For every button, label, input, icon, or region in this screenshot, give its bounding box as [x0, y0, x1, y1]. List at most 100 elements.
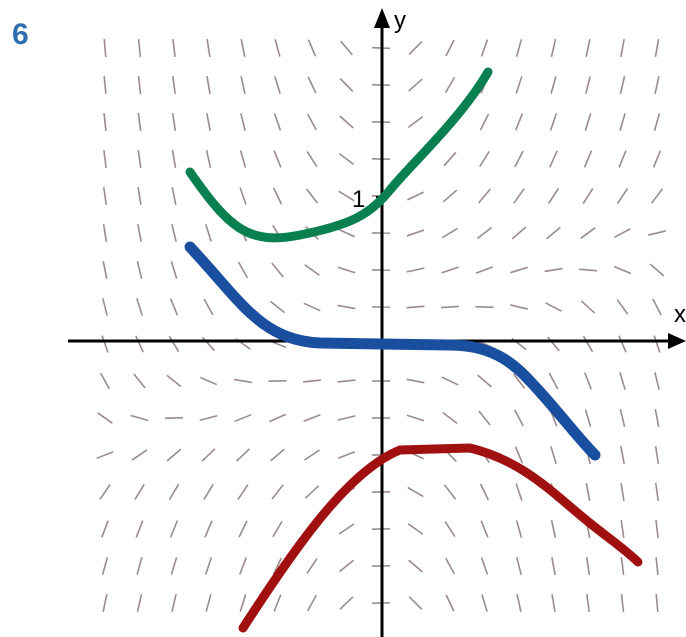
slope-segment: [445, 594, 455, 612]
slope-segment: [303, 413, 321, 423]
slope-segment: [614, 228, 631, 238]
slope-segment: [272, 557, 283, 575]
slope-segment: [479, 483, 490, 501]
slope-segment: [305, 188, 319, 204]
slope-segment: [547, 336, 560, 352]
slope-segment: [268, 413, 287, 423]
slope-segment: [551, 593, 556, 613]
slope-segment: [206, 38, 211, 58]
slope-segment: [578, 268, 598, 272]
slope-segment: [273, 113, 282, 131]
slope-segment: [480, 520, 489, 538]
slope-segment: [512, 373, 526, 389]
slope-segment: [580, 227, 596, 239]
slope-segment: [136, 224, 143, 242]
slope-segment: [137, 75, 142, 95]
slope-segment: [649, 263, 665, 277]
slope-segment: [406, 229, 425, 237]
slope-segment: [620, 446, 625, 464]
slope-segment: [97, 412, 113, 424]
slope-segment: [620, 593, 625, 613]
slope-segment: [548, 372, 559, 390]
slope-segment: [206, 113, 211, 131]
slope-segment: [549, 113, 558, 131]
slope-segment: [619, 409, 626, 427]
slope-segment: [408, 41, 423, 55]
slope-segment: [586, 593, 590, 613]
slope-segment: [442, 189, 458, 203]
slope-segment: [616, 299, 629, 315]
slope-segment: [134, 483, 145, 501]
slope-segment: [407, 523, 424, 535]
slope-segment: [135, 520, 144, 538]
slope-segment: [618, 150, 627, 168]
slope-segment: [171, 112, 177, 132]
slope-segment: [655, 519, 659, 539]
slope-segment: [585, 556, 591, 576]
x-axis-label: x: [674, 301, 686, 328]
slope-segment: [444, 76, 456, 94]
slope-segment: [619, 113, 626, 131]
slope-segment: [406, 267, 425, 273]
slope-segment: [169, 298, 179, 316]
slope-segment: [550, 76, 557, 94]
slope-segment: [137, 149, 142, 169]
slope-segment: [443, 484, 457, 500]
slope-segment: [136, 594, 143, 612]
slope-segment: [273, 594, 282, 612]
slope-segment: [131, 449, 148, 461]
slope-segment: [444, 520, 456, 538]
slope-segment: [133, 373, 146, 389]
slope-segment: [654, 372, 660, 390]
slope-segment: [239, 150, 247, 168]
slope-segment: [407, 191, 424, 201]
slope-segment: [137, 186, 142, 206]
slope-segment: [339, 596, 354, 610]
slope-segment: [444, 557, 456, 575]
slope-segment: [203, 483, 214, 501]
slope-segment: [515, 39, 523, 57]
slope-segment: [443, 151, 457, 167]
slope-segment: [585, 39, 591, 57]
slope-segment: [102, 594, 108, 612]
slope-segment: [304, 449, 320, 461]
slope-segment: [406, 305, 425, 309]
slope-segment: [271, 484, 284, 500]
slope-segment: [239, 557, 247, 575]
slope-segment: [169, 520, 179, 538]
slope-segment: [510, 266, 528, 274]
slope-segment: [239, 594, 247, 612]
slope-segment: [204, 557, 213, 575]
slope-segment: [103, 75, 107, 95]
slope-segment: [166, 448, 182, 462]
slope-segment: [478, 188, 491, 204]
slope-segment: [408, 78, 423, 92]
slope-segment: [337, 451, 356, 459]
slope-segment: [136, 298, 143, 316]
green-curve: [185, 67, 493, 243]
slope-segment: [103, 149, 107, 169]
slope-segment: [514, 150, 524, 168]
slope-segment: [648, 230, 666, 236]
slope-segment: [199, 414, 218, 422]
slope-segment: [550, 39, 557, 57]
slope-segment: [582, 187, 594, 205]
slope-segment: [406, 414, 425, 422]
slope-segment: [407, 486, 424, 498]
slope-segment: [653, 113, 661, 131]
slope-segment: [515, 76, 523, 94]
slope-segment: [103, 38, 107, 58]
slope-segment: [584, 409, 592, 427]
slope-segment: [240, 76, 246, 94]
slope-segment: [616, 188, 629, 204]
slope-segment: [240, 39, 246, 57]
slope-segment: [545, 302, 562, 312]
slope-segment: [96, 450, 114, 460]
slope-segment: [137, 38, 142, 58]
slope-segment: [101, 557, 109, 575]
slope-segment: [271, 262, 284, 278]
slope-segment: [653, 335, 661, 353]
slope-segment: [235, 448, 251, 462]
slope-segment: [204, 520, 213, 538]
slope-segment: [306, 594, 318, 612]
